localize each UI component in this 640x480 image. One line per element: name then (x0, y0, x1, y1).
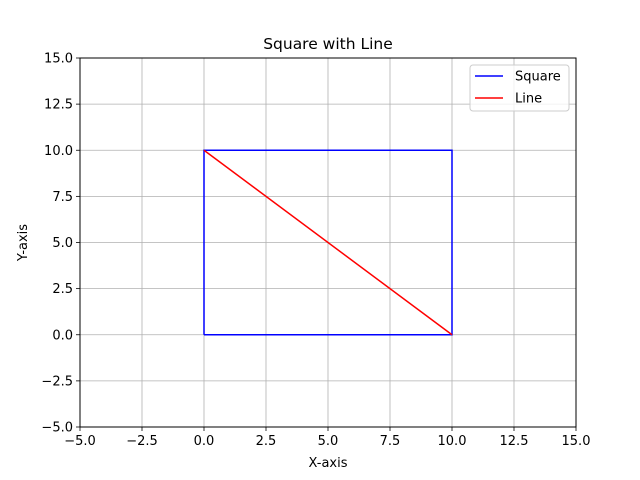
legend-label-line: Line (515, 92, 542, 107)
y-tick-label: 12.5 (44, 98, 73, 113)
x-tick-label: 15.0 (562, 434, 591, 449)
legend: Square Line (469, 64, 570, 112)
plot-series (203, 149, 453, 336)
x-tick-label: 12.5 (500, 434, 529, 449)
x-tick-label: 7.5 (380, 434, 401, 449)
chart-title: Square with Line (263, 35, 393, 53)
x-tick-label: 10.0 (438, 434, 467, 449)
legend-label-square: Square (515, 70, 561, 85)
x-tick-label: 0.0 (194, 434, 215, 449)
y-tick-label: 5.0 (52, 236, 73, 251)
y-tick-label: 0.0 (52, 328, 73, 343)
x-tick-label: 5.0 (318, 434, 339, 449)
y-tick-label: 7.5 (52, 190, 73, 205)
x-tick-label: 2.5 (256, 434, 277, 449)
y-tick-label: 10.0 (44, 144, 73, 159)
y-tick-label: −5.0 (41, 421, 73, 436)
x-axis-ticks: −5.0 −2.5 0.0 2.5 5.0 7.5 10.0 12.5 15.0 (64, 427, 590, 449)
series-line-line (203, 149, 453, 336)
y-tick-label: 2.5 (52, 282, 73, 297)
y-axis-ticks: −5.0 −2.5 0.0 2.5 5.0 7.5 10.0 12.5 15.0 (41, 52, 80, 436)
y-tick-label: −2.5 (41, 374, 73, 389)
x-tick-label: −2.5 (126, 434, 158, 449)
x-axis-label: X-axis (309, 456, 348, 471)
x-tick-label: −5.0 (64, 434, 96, 449)
y-axis-label: Y-axis (16, 224, 31, 262)
series-line-square (203, 149, 453, 336)
y-tick-label: 15.0 (44, 52, 73, 67)
